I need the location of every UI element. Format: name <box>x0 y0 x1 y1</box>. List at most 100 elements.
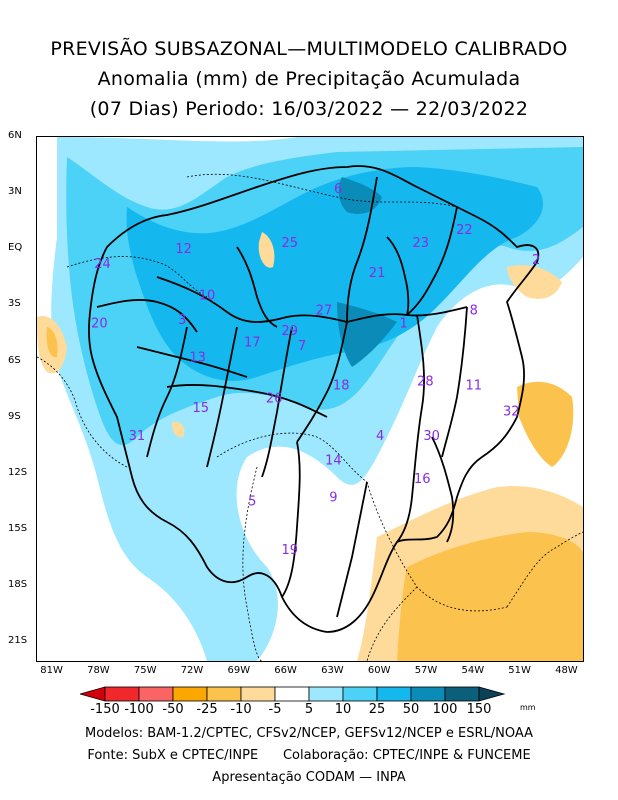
basin-label-13: 13 <box>189 350 206 365</box>
legend-swatch <box>80 686 106 702</box>
anomaly-area <box>507 265 562 299</box>
legend-value-label: 50 <box>402 702 420 717</box>
lon-tick-label: 54W <box>461 665 485 676</box>
anomaly-area <box>338 177 382 214</box>
legend-swatch <box>104 686 140 702</box>
border-line <box>66 256 208 298</box>
legend-value-label: -100 <box>124 702 154 717</box>
lon-tick-label: 48W <box>555 665 578 676</box>
precipitation-anomaly-map: 1234567891011121314151617181920212223242… <box>37 137 583 661</box>
color-legend-bar <box>80 686 506 702</box>
basin-label-26: 26 <box>266 392 283 407</box>
basin-line <box>281 441 301 598</box>
basin-label-24: 24 <box>94 257 111 272</box>
basin-labels-layer: 1234567891011121314151617181920212223242… <box>91 182 540 558</box>
border-line <box>506 531 583 608</box>
credits-models: Modelos: BAM-1.2/CPTEC, CFSv2/NCEP, GEFS… <box>84 726 534 741</box>
anomaly-area <box>126 167 544 381</box>
basin-line <box>206 326 238 468</box>
title-line-2: Anomalia (mm) de Precipitação Acumulada <box>97 68 521 90</box>
basin-label-10: 10 <box>199 289 216 304</box>
basin-line <box>346 176 378 323</box>
basin-label-31: 31 <box>129 429 146 444</box>
basin-label-30: 30 <box>423 429 440 444</box>
legend-swatch <box>478 686 506 702</box>
basin-label-9: 9 <box>329 491 337 506</box>
lon-tick-label: 78W <box>87 665 110 676</box>
basin-label-15: 15 <box>193 401 210 416</box>
anomaly-area <box>46 327 58 358</box>
legend-unit: mm <box>520 703 536 712</box>
lon-tick-label: 60W <box>367 665 391 676</box>
basin-label-23: 23 <box>412 236 429 251</box>
basin-label-5: 5 <box>248 494 256 509</box>
basin-label-7: 7 <box>298 339 306 354</box>
credits-source-collab: Fonte: SubX e CPTEC/INPE Colaboração: CP… <box>0 748 618 763</box>
basin-line <box>386 236 410 316</box>
lon-tick-label: 66W <box>274 665 297 676</box>
basin-boundaries-layer <box>88 165 540 633</box>
lon-tick-label: 69W <box>227 665 251 676</box>
basin-line <box>336 481 368 618</box>
legend-swatch <box>240 686 276 702</box>
basin-label-21: 21 <box>369 266 386 281</box>
legend-value-label: -10 <box>230 702 252 717</box>
legend-swatch <box>376 686 412 702</box>
credits-presentation: Apresentação CODAM — INPA <box>212 770 406 785</box>
basin-line <box>96 299 198 333</box>
legend-swatch <box>274 686 310 702</box>
country-borders-layer <box>37 173 583 661</box>
basin-line <box>296 321 348 443</box>
anomaly-area <box>517 381 574 467</box>
basin-line <box>431 436 455 543</box>
lon-tick-label: 75W <box>133 665 157 676</box>
lat-tick-label: 18S <box>8 579 28 591</box>
lat-tick-label: EQ <box>8 242 23 254</box>
basin-line <box>146 326 188 458</box>
basin-label-4: 4 <box>376 429 384 444</box>
legend-value-label: -150 <box>90 702 120 717</box>
title-line-3: (07 Dias) Periodo: 16/03/2022 — 22/03/20… <box>89 98 529 120</box>
lon-tick-label: 72W <box>180 665 204 676</box>
lat-tick-label: 12S <box>8 466 28 478</box>
basin-label-8: 8 <box>470 304 478 319</box>
legend-swatch <box>308 686 344 702</box>
legend-swatch <box>206 686 242 702</box>
basin-label-28: 28 <box>417 375 434 390</box>
lat-tick-label: 9S <box>8 410 21 422</box>
legend-swatch <box>138 686 174 702</box>
basin-label-2: 2 <box>532 253 540 268</box>
basin-label-16: 16 <box>414 472 431 487</box>
basin-label-11: 11 <box>466 378 483 393</box>
credits-source: Fonte: SubX e CPTEC/INPE <box>87 748 259 763</box>
credits-collab: Colaboração: CPTEC/INPE & FUNCEME <box>282 748 531 763</box>
basin-label-27: 27 <box>316 304 333 319</box>
title-line-1: PREVISÃO SUBSAZONAL—MULTIMODELO CALIBRAD… <box>50 38 568 60</box>
lon-tick-label: 57W <box>414 665 438 676</box>
lat-tick-label: 21S <box>8 635 28 647</box>
basin-label-17: 17 <box>244 335 261 350</box>
anomaly-area <box>397 532 583 661</box>
lon-tick-label: 51W <box>508 665 531 676</box>
basin-line <box>441 306 468 458</box>
basin-line <box>261 326 293 478</box>
anomaly-area <box>337 302 397 367</box>
legend-value-label: 10 <box>334 702 352 717</box>
legend-swatch <box>410 686 446 702</box>
anomaly-fill-layer <box>37 137 583 661</box>
basin-label-32: 32 <box>503 405 520 420</box>
basin-line <box>156 276 348 323</box>
border-line <box>186 173 458 208</box>
legend-swatch <box>444 686 480 702</box>
lat-tick-label: 6N <box>8 130 22 141</box>
legend-value-label: -50 <box>162 702 184 717</box>
basin-label-19: 19 <box>281 543 298 558</box>
legend-value-label: -5 <box>268 702 282 717</box>
basin-label-1: 1 <box>399 317 407 332</box>
legend-swatch <box>172 686 208 702</box>
basin-label-14: 14 <box>325 453 342 468</box>
legend-value-label: 150 <box>466 702 492 717</box>
border-line <box>366 586 418 661</box>
amazon-basin-outline <box>88 165 540 633</box>
legend-value-label: 100 <box>432 702 458 717</box>
